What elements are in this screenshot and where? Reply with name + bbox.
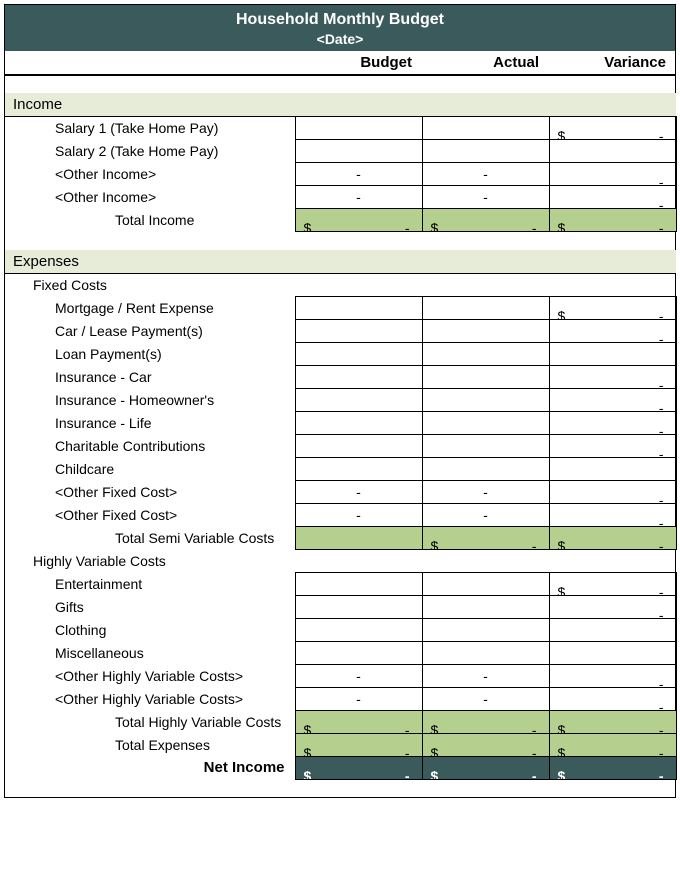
table-row: Loan Payment(s): [5, 342, 676, 365]
table-row: <Other Highly Variable Costs>---: [5, 687, 676, 710]
budget-table: Budget Actual Variance Income Salary 1 (…: [5, 51, 677, 797]
col-budget: Budget: [295, 51, 422, 75]
table-row: Insurance - Car-: [5, 365, 676, 388]
total-income: Total Income $- $- $-: [5, 209, 676, 232]
title: Household Monthly Budget: [5, 11, 675, 29]
fixed-costs-head: Fixed Costs: [5, 273, 676, 296]
table-row: Salary 1 (Take Home Pay) $-: [5, 117, 676, 140]
table-row: <Other Fixed Cost>---: [5, 480, 676, 503]
net-income: Net Income $- $- $-: [5, 756, 676, 779]
section-income: Income: [5, 93, 676, 117]
table-row: <Other Income> - - -: [5, 163, 676, 186]
column-headers: Budget Actual Variance: [5, 51, 676, 75]
table-row: Car / Lease Payment(s)-: [5, 319, 676, 342]
variable-costs-head: Highly Variable Costs: [5, 549, 676, 572]
table-row: Mortgage / Rent Expense$-: [5, 296, 676, 319]
table-row: Entertainment$-: [5, 572, 676, 595]
table-row: Gifts-: [5, 595, 676, 618]
subtitle: <Date>: [5, 31, 675, 47]
section-expenses: Expenses: [5, 250, 676, 274]
total-semi-variable: Total Semi Variable Costs $- $-: [5, 526, 676, 549]
col-variance: Variance: [549, 51, 676, 75]
table-row: Miscellaneous: [5, 641, 676, 664]
table-row: <Other Income> - - -: [5, 186, 676, 209]
table-row: Childcare: [5, 457, 676, 480]
col-actual: Actual: [422, 51, 549, 75]
table-row: <Other Highly Variable Costs>---: [5, 664, 676, 687]
total-expenses: Total Expenses $- $- $-: [5, 733, 676, 756]
table-row: Insurance - Life-: [5, 411, 676, 434]
sheet-header: Household Monthly Budget <Date>: [5, 5, 675, 51]
total-highly-variable: Total Highly Variable Costs $- $- $-: [5, 710, 676, 733]
table-row: <Other Fixed Cost>---: [5, 503, 676, 526]
table-row: Salary 2 (Take Home Pay): [5, 140, 676, 163]
table-row: Charitable Contributions-: [5, 434, 676, 457]
table-row: Insurance - Homeowner's-: [5, 388, 676, 411]
table-row: Clothing: [5, 618, 676, 641]
budget-sheet: Household Monthly Budget <Date> Budget A…: [4, 4, 676, 798]
